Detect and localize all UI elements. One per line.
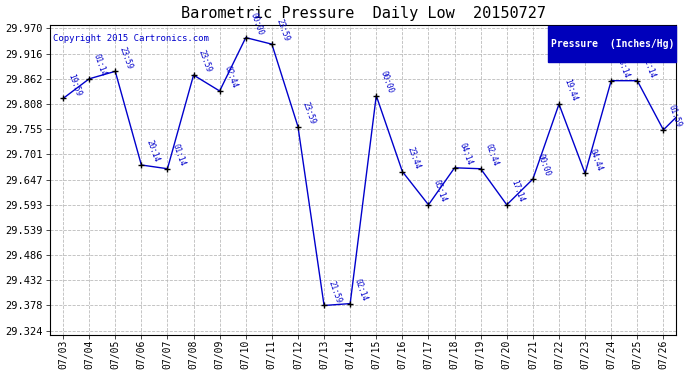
Text: 04:14: 04:14: [457, 142, 474, 166]
Text: 05:14: 05:14: [431, 178, 448, 203]
Text: 17:14: 17:14: [509, 178, 526, 203]
Text: 23:44: 23:44: [405, 146, 422, 170]
Text: 21:59: 21:59: [327, 279, 343, 304]
Text: 19:59: 19:59: [66, 72, 82, 97]
Text: 01:14: 01:14: [170, 142, 186, 167]
Text: 02:14: 02:14: [353, 278, 369, 302]
Text: 00:00: 00:00: [248, 11, 265, 36]
Text: Pressure  (Inches/Hg): Pressure (Inches/Hg): [551, 39, 674, 49]
Text: 00:00: 00:00: [535, 153, 552, 178]
Text: 02:44: 02:44: [484, 142, 500, 167]
Text: 02:44: 02:44: [222, 65, 239, 90]
Text: 22:14: 22:14: [640, 54, 656, 79]
Text: 23:59: 23:59: [301, 100, 317, 125]
Text: 23:59: 23:59: [197, 49, 213, 74]
Text: 20:14: 20:14: [144, 139, 161, 164]
Text: 23:59: 23:59: [118, 45, 135, 70]
Title: Barometric Pressure  Daily Low  20150727: Barometric Pressure Daily Low 20150727: [181, 6, 546, 21]
Text: 23:59: 23:59: [275, 18, 291, 43]
Text: 19:44: 19:44: [562, 78, 578, 103]
Text: 00:00: 00:00: [379, 69, 395, 94]
Bar: [548, 26, 676, 62]
Text: 01:14: 01:14: [92, 53, 108, 77]
Text: 01:59: 01:59: [666, 104, 682, 129]
Text: 18:14: 18:14: [614, 54, 631, 79]
Text: 04:44: 04:44: [588, 147, 604, 172]
Text: 00:14: 00:14: [0, 374, 1, 375]
Text: Copyright 2015 Cartronics.com: Copyright 2015 Cartronics.com: [53, 34, 209, 43]
